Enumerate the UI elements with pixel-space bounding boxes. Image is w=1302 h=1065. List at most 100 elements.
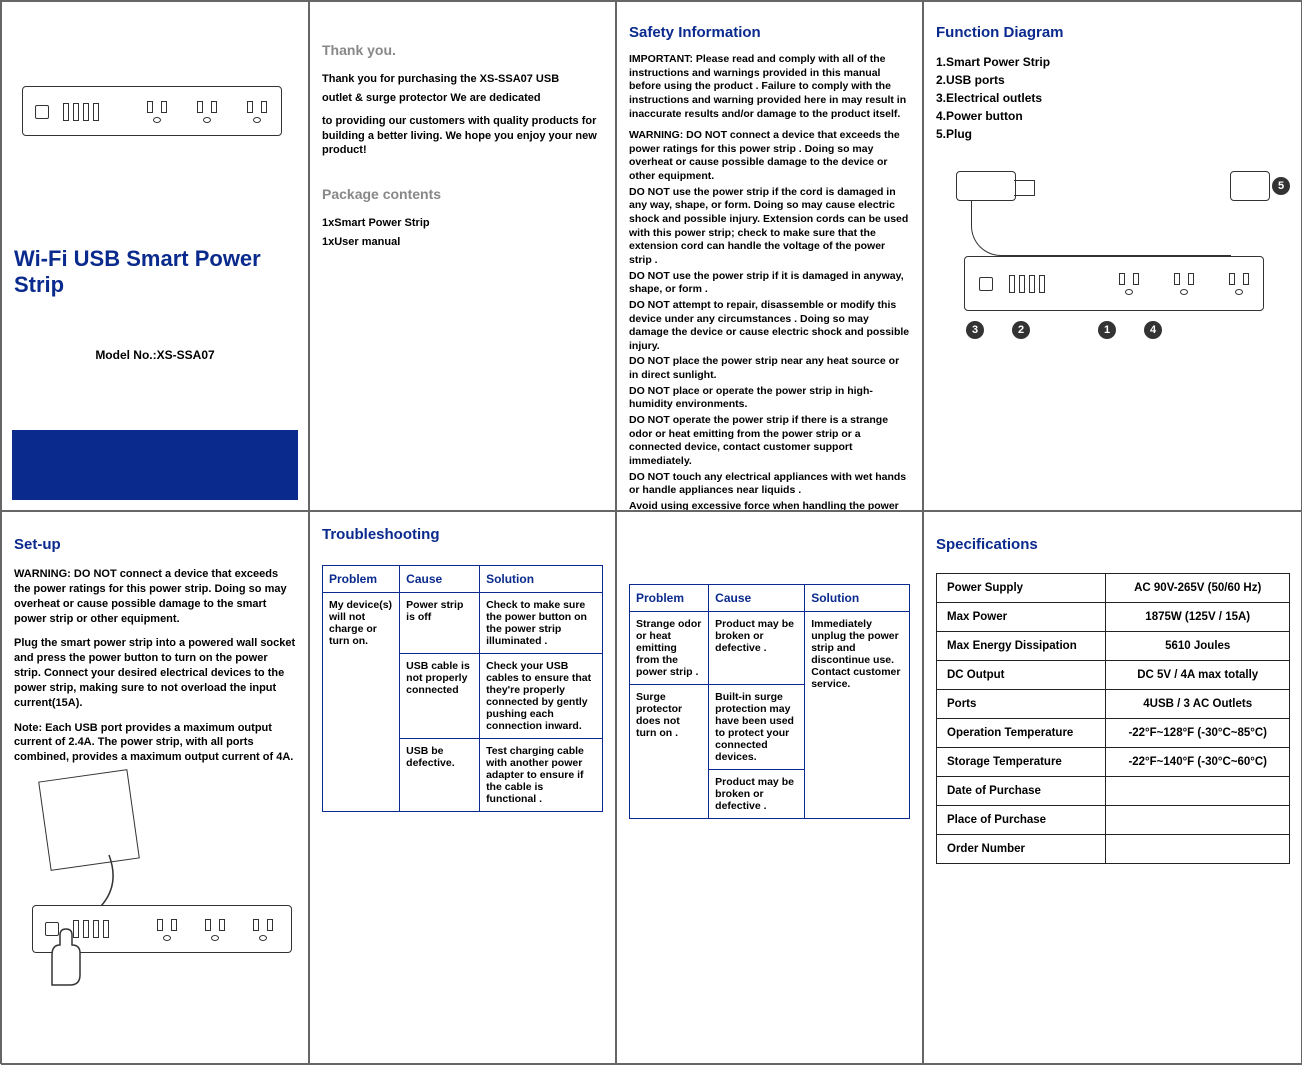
safety-p5: DO NOT attempt to repair, disassemble or… xyxy=(629,299,910,354)
fd-item-5: 5.Plug xyxy=(936,125,1290,143)
setup-heading: Set-up xyxy=(14,536,296,553)
manual-page: Wi-Fi USB Smart Power Strip Model No.:XS… xyxy=(0,0,1302,1064)
table-row: My device(s) will not charge or turn on.… xyxy=(323,593,603,654)
safety-heading: Safety Information xyxy=(629,24,910,41)
spec-label: Ports xyxy=(937,690,1106,719)
cell-problem: Strange odor or heat emitting from the p… xyxy=(630,612,709,685)
fd-item-3: 3.Electrical outlets xyxy=(936,89,1290,107)
package-item-2: 1xUser manual xyxy=(322,235,603,250)
troubleshooting-table-1: Problem Cause Solution My device(s) will… xyxy=(322,565,603,812)
cell-solution: Immediately unplug the power strip and d… xyxy=(805,612,910,819)
safety-p2: WARNING: DO NOT connect a device that ex… xyxy=(629,129,910,184)
spec-value: -22°F~140°F (-30°C~60°C) xyxy=(1106,748,1290,777)
cell-problem: My device(s) will not charge or turn on. xyxy=(323,593,400,812)
cell-problem: Surge protector does not turn on . xyxy=(630,685,709,819)
safety-p4: DO NOT use the power strip if it is dama… xyxy=(629,270,910,297)
thankyou-line3: to providing our customers with quality … xyxy=(322,114,603,159)
table-row: Power SupplyAC 90V-265V (50/60 Hz) xyxy=(937,574,1290,603)
setup-warning: WARNING: DO NOT connect a device that ex… xyxy=(14,567,296,626)
thankyou-line2: outlet & surge protector We are dedicate… xyxy=(322,91,603,106)
safety-p1: IMPORTANT: Please read and comply with a… xyxy=(629,53,910,121)
spec-label: Max Power xyxy=(937,603,1106,632)
table-row: Ports4USB / 3 AC Outlets xyxy=(937,690,1290,719)
cell-cause: Built-in surge protection may have been … xyxy=(709,685,805,770)
safety-p3: DO NOT use the power strip if the cord i… xyxy=(629,186,910,268)
cell-cause: Power strip is off xyxy=(400,593,480,654)
specifications-table: Power SupplyAC 90V-265V (50/60 Hz) Max P… xyxy=(936,573,1290,864)
troubleshooting-table-2: Problem Cause Solution Strange odor or h… xyxy=(629,584,910,819)
table-row: Storage Temperature-22°F~140°F (-30°C~60… xyxy=(937,748,1290,777)
th-problem: Problem xyxy=(323,566,400,593)
ts-heading: Troubleshooting xyxy=(322,526,603,543)
panel-troubleshooting-1: Troubleshooting Problem Cause Solution M… xyxy=(309,511,616,1065)
spec-label: Power Supply xyxy=(937,574,1106,603)
hand-icon xyxy=(32,925,112,995)
spec-label: Place of Purchase xyxy=(937,806,1106,835)
fd-heading: Function Diagram xyxy=(936,24,1290,41)
callout-5: 5 xyxy=(1272,177,1290,195)
panel-thankyou: Thank you. Thank you for purchasing the … xyxy=(309,1,616,511)
fd-item-1: 1.Smart Power Strip xyxy=(936,53,1290,71)
thankyou-heading: Thank you. xyxy=(322,42,603,58)
spec-label: Date of Purchase xyxy=(937,777,1106,806)
safety-p8: DO NOT operate the power strip if there … xyxy=(629,414,910,469)
thankyou-line1: Thank you for purchasing the XS-SSA07 US… xyxy=(322,72,603,87)
th-solution: Solution xyxy=(805,585,910,612)
spec-value: -22°F~128°F (-30°C~85°C) xyxy=(1106,719,1290,748)
spec-label: Operation Temperature xyxy=(937,719,1106,748)
table-header-row: Problem Cause Solution xyxy=(323,566,603,593)
cell-solution: Test charging cable with another power a… xyxy=(480,739,603,812)
table-row: Operation Temperature-22°F~128°F (-30°C~… xyxy=(937,719,1290,748)
table-row: Date of Purchase xyxy=(937,777,1290,806)
spec-value: 4USB / 3 AC Outlets xyxy=(1106,690,1290,719)
spec-value xyxy=(1106,806,1290,835)
callout-4: 4 xyxy=(1144,321,1162,339)
th-cause: Cause xyxy=(400,566,480,593)
cell-cause: USB be defective. xyxy=(400,739,480,812)
panel-function-diagram: Function Diagram 1.Smart Power Strip 2.U… xyxy=(923,1,1302,511)
specs-heading: Specifications xyxy=(936,536,1290,553)
model-number: Model No.:XS-SSA07 xyxy=(14,348,296,362)
spec-label: Order Number xyxy=(937,835,1106,864)
cell-cause: Product may be broken or defective . xyxy=(709,770,805,819)
fd-item-4: 4.Power button xyxy=(936,107,1290,125)
cell-cause: Product may be broken or defective . xyxy=(709,612,805,685)
table-row: Order Number xyxy=(937,835,1290,864)
spec-label: Storage Temperature xyxy=(937,748,1106,777)
th-solution: Solution xyxy=(480,566,603,593)
fd-legend-list: 1.Smart Power Strip 2.USB ports 3.Electr… xyxy=(936,53,1290,143)
safety-p6: DO NOT place the power strip near any he… xyxy=(629,355,910,382)
table-row: Max Power1875W (125V / 15A) xyxy=(937,603,1290,632)
setup-note: Note: Each USB port provides a maximum o… xyxy=(14,721,296,766)
table-row: Place of Purchase xyxy=(937,806,1290,835)
setup-p1: Plug the smart power strip into a powere… xyxy=(14,636,296,710)
callout-3: 3 xyxy=(966,321,984,339)
fd-diagram-illustration: 5 3 2 1 4 xyxy=(936,171,1290,371)
table-row: Max Energy Dissipation5610 Joules xyxy=(937,632,1290,661)
package-heading: Package contents xyxy=(322,186,603,202)
cell-solution: Check your USB cables to ensure that the… xyxy=(480,654,603,739)
spec-value xyxy=(1106,835,1290,864)
setup-illustration xyxy=(14,775,296,975)
th-cause: Cause xyxy=(709,585,805,612)
spec-value: 1875W (125V / 15A) xyxy=(1106,603,1290,632)
table-row: Strange odor or heat emitting from the p… xyxy=(630,612,910,685)
safety-p10: Avoid using excessive force when handlin… xyxy=(629,500,910,511)
cell-solution: Check to make sure the power button on t… xyxy=(480,593,603,654)
safety-p7: DO NOT place or operate the power strip … xyxy=(629,385,910,412)
cell-cause: USB cable is not properly connected xyxy=(400,654,480,739)
cover-strip-illustration xyxy=(14,86,296,136)
spec-value: AC 90V-265V (50/60 Hz) xyxy=(1106,574,1290,603)
panel-cover: Wi-Fi USB Smart Power Strip Model No.:XS… xyxy=(1,1,309,511)
th-problem: Problem xyxy=(630,585,709,612)
fd-item-2: 2.USB ports xyxy=(936,71,1290,89)
panel-troubleshooting-2: Problem Cause Solution Strange odor or h… xyxy=(616,511,923,1065)
spec-label: Max Energy Dissipation xyxy=(937,632,1106,661)
safety-p9: DO NOT touch any electrical appliances w… xyxy=(629,471,910,498)
cover-color-band xyxy=(12,430,298,500)
spec-value: 5610 Joules xyxy=(1106,632,1290,661)
spec-label: DC Output xyxy=(937,661,1106,690)
panel-safety: Safety Information IMPORTANT: Please rea… xyxy=(616,1,923,511)
panel-setup: Set-up WARNING: DO NOT connect a device … xyxy=(1,511,309,1065)
spec-value xyxy=(1106,777,1290,806)
